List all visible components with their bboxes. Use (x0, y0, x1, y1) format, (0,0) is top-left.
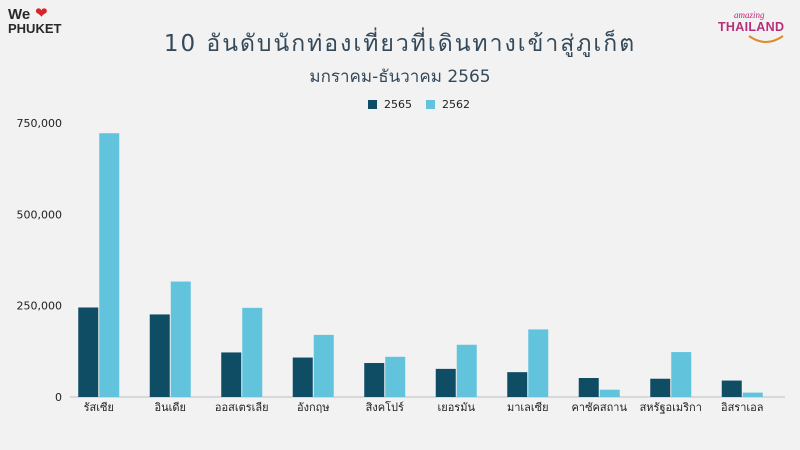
bar-2562 (528, 329, 549, 397)
bar-2565 (507, 372, 528, 397)
bar-2565 (721, 380, 742, 397)
legend-label-2565: 2565 (384, 98, 412, 111)
heart-icon: ❤ (35, 4, 48, 22)
legend-item-2562: 2562 (426, 98, 470, 111)
bar-2562 (385, 356, 406, 397)
category-label: รัสเซีย (84, 401, 114, 414)
bar-2565 (650, 378, 671, 397)
bar-2562 (671, 352, 692, 397)
legend-swatch-2562 (426, 100, 435, 109)
y-tick-label: 500,000 (17, 208, 63, 221)
bar-2562 (170, 281, 191, 397)
bar-2562 (313, 334, 334, 397)
bar-2562 (242, 307, 263, 397)
amazing-thailand-logo: amazing THAILAND (718, 10, 796, 46)
bar-2565 (578, 378, 599, 397)
category-label: เยอรมัน (438, 401, 476, 414)
bar-2562 (599, 389, 620, 397)
chart-legend: 2565 2562 (368, 98, 470, 111)
category-label: สหรัฐอเมริกา (640, 401, 702, 414)
chart-title: 10 อันดับนักท่องเที่ยวที่เดินทางเข้าสู่ภ… (163, 31, 637, 57)
category-label: อิสราเอล (721, 401, 764, 414)
logo-amazing-text: amazing (734, 10, 765, 20)
chart-subtitle: มกราคม-ธันวาคม 2565 (309, 67, 491, 87)
bar-2565 (292, 357, 313, 397)
logo-thailand-text: THAILAND (718, 20, 785, 34)
bar-2565 (78, 307, 99, 397)
y-tick-label: 0 (55, 391, 62, 404)
bar-2565 (435, 368, 456, 397)
category-label: ออสเตรเลีย (215, 401, 269, 414)
category-label: คาซัคสถาน (572, 401, 628, 414)
legend-swatch-2565 (368, 100, 377, 109)
category-label: อังกฤษ (297, 401, 330, 414)
bar-2565 (149, 314, 170, 397)
y-tick-label: 250,000 (17, 300, 63, 313)
y-tick-label: 750,000 (17, 117, 63, 130)
legend-item-2565: 2565 (368, 98, 412, 111)
category-label: สิงคโปร์ (365, 400, 404, 414)
category-label: อินเดีย (154, 401, 186, 414)
swoosh-icon (748, 35, 784, 43)
logo-phuket-text: PHUKET (8, 21, 62, 36)
wephuket-logo: We ❤ PHUKET (6, 6, 72, 42)
logo-we-text: We (8, 6, 31, 23)
bar-2562 (742, 392, 763, 397)
legend-label-2562: 2562 (442, 98, 470, 111)
category-label: มาเลเซีย (507, 401, 549, 414)
bar-2565 (221, 352, 242, 397)
bar-2565 (364, 363, 385, 397)
bar-2562 (99, 133, 120, 397)
bar-2562 (456, 344, 477, 397)
